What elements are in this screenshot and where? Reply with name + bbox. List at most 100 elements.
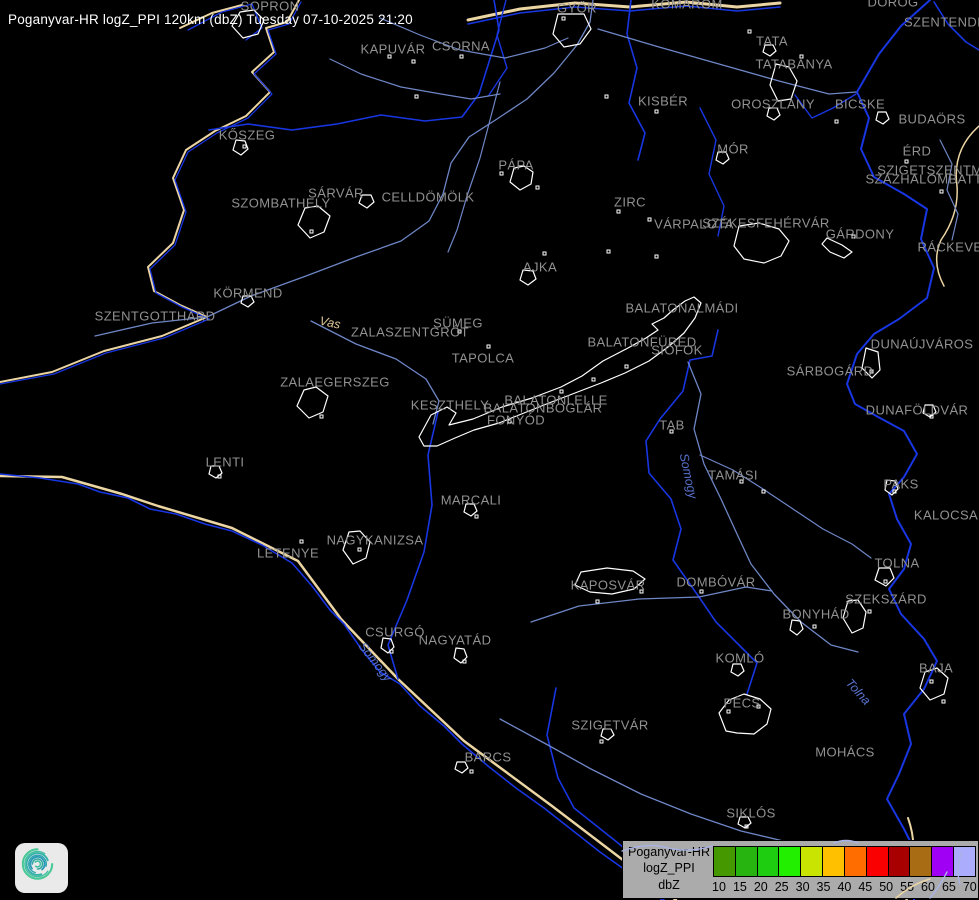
color-swatch <box>931 846 955 877</box>
scale-tick-label: 15 <box>732 880 747 894</box>
city-boundary-outline <box>296 386 329 419</box>
map-line <box>530 586 773 623</box>
city-boundary-outline <box>574 567 646 595</box>
color-swatch <box>953 846 976 877</box>
city-boundary-outline <box>919 667 949 701</box>
map-line <box>310 320 440 425</box>
town-dot <box>414 94 419 99</box>
town-dot <box>499 171 504 176</box>
city-boundary-outline <box>231 9 265 39</box>
map-line <box>699 107 725 237</box>
map-line <box>645 329 758 695</box>
legend-text-block: Poganyvar-HR logZ_PPI dbZ <box>625 844 713 893</box>
legend-station-name: Poganyvar-HR <box>628 845 710 859</box>
map-line <box>329 58 501 100</box>
city-boundary-outline <box>874 567 895 587</box>
town-dot <box>639 589 644 594</box>
town-dot <box>883 579 888 584</box>
town-dot <box>941 699 946 704</box>
map-line <box>0 318 210 385</box>
city-boundary-outline <box>418 296 702 447</box>
town-dot <box>867 609 872 614</box>
town-dot <box>309 229 314 234</box>
color-swatch <box>713 846 736 877</box>
color-swatch <box>865 846 889 877</box>
town-dot <box>851 234 856 239</box>
map-line <box>933 1 979 51</box>
town-dot <box>929 679 934 684</box>
city-boundary-outline <box>453 647 468 664</box>
city-boundary-outline <box>762 44 777 57</box>
town-dot <box>535 185 540 190</box>
town-dot <box>459 54 464 59</box>
map-line <box>935 125 979 287</box>
city-boundary-outline <box>358 194 375 209</box>
map-line <box>147 0 300 318</box>
town-dot <box>474 514 479 519</box>
city-boundary-outline <box>208 465 223 479</box>
map-line <box>794 93 857 119</box>
color-swatch <box>756 846 780 877</box>
town-dot <box>507 419 512 424</box>
town-dots-layer <box>217 16 946 829</box>
town-dot <box>812 624 817 629</box>
map-line <box>447 81 501 253</box>
town-dot <box>929 414 934 419</box>
town-dot <box>561 16 566 21</box>
town-dot <box>616 209 621 214</box>
city-boundary-outline <box>733 222 790 264</box>
map-line <box>179 4 243 29</box>
town-dot <box>319 414 324 419</box>
town-dot <box>939 189 944 194</box>
city-boundary-outline <box>884 479 899 496</box>
town-dot <box>604 94 609 99</box>
legend-unit-label: dbZ <box>658 877 680 892</box>
town-dot <box>411 59 416 64</box>
city-boundary-outline <box>240 295 255 308</box>
color-swatch <box>800 846 824 877</box>
map-line <box>149 1 302 320</box>
map-line <box>379 17 569 59</box>
scale-tick-label: 10 <box>712 880 726 894</box>
town-dot <box>591 377 596 382</box>
city-boundary-outline <box>861 347 881 379</box>
town-dot <box>599 739 604 744</box>
town-dot <box>595 599 600 604</box>
city-boundary-outline <box>342 530 371 565</box>
town-dot <box>744 824 749 829</box>
town-dot <box>457 329 462 334</box>
color-swatch <box>843 846 867 877</box>
map-line <box>687 361 859 653</box>
city-boundary-outline <box>769 63 798 102</box>
map-line <box>488 0 508 96</box>
town-dot <box>469 769 474 774</box>
town-dot <box>299 539 304 544</box>
map-line <box>0 473 663 900</box>
scale-tick-label: 30 <box>795 880 810 894</box>
town-dot <box>904 159 909 164</box>
color-swatch <box>778 846 802 877</box>
map-line <box>699 454 872 559</box>
map-line <box>626 0 646 161</box>
city-boundary-outline <box>821 237 853 259</box>
city-boundary-outline <box>509 165 534 191</box>
town-dot <box>389 649 394 654</box>
city-boundary-outline <box>454 761 469 774</box>
map-line <box>94 0 594 337</box>
color-scale <box>713 846 976 877</box>
city-boundary-outline <box>600 728 615 741</box>
town-dot <box>654 109 659 114</box>
town-dot <box>654 254 659 259</box>
town-dot <box>799 54 804 59</box>
map-line <box>0 316 208 383</box>
map-line <box>597 28 857 95</box>
city-boundary-outline <box>842 599 867 634</box>
map-line <box>208 0 500 131</box>
city-boundary-outline <box>715 151 730 165</box>
city-boundary-outline <box>519 269 537 286</box>
city-boundary-outline <box>718 693 772 735</box>
color-swatch <box>822 846 845 877</box>
scale-tick-label: 20 <box>753 880 768 894</box>
